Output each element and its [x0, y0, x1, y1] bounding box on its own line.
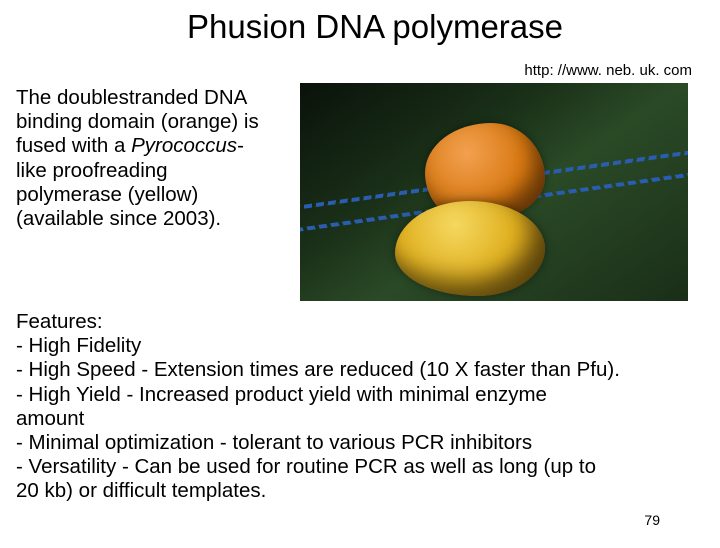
desc-line: polymerase (yellow) [16, 183, 198, 206]
features-heading: Features: [16, 310, 103, 333]
desc-line: - [237, 134, 244, 157]
feature-line: - High Fidelity [16, 334, 141, 357]
feature-line: 20 kb) or difficult templates. [16, 479, 266, 502]
desc-line: (available since 2003). [16, 207, 221, 230]
feature-line: - High Yield - Increased product yield w… [16, 383, 547, 406]
feature-line: - High Speed - Extension times are reduc… [16, 358, 620, 381]
desc-line: like proofreading [16, 159, 168, 182]
desc-line: binding domain (orange) is [16, 110, 259, 133]
feature-line: - Versatility - Can be used for routine … [16, 455, 596, 478]
yellow-polymerase-blob [395, 201, 545, 296]
page-number: 79 [644, 512, 660, 528]
feature-line: amount [16, 407, 84, 430]
slide-title: Phusion DNA polymerase [0, 8, 720, 46]
description-block: The doublestranded DNA binding domain (o… [16, 86, 294, 231]
feature-line: - Minimal optimization - tolerant to var… [16, 431, 532, 454]
desc-italic: Pyrococcus [131, 134, 237, 157]
desc-line: fused with a [16, 134, 131, 157]
features-block: Features: - High Fidelity - High Speed -… [16, 310, 704, 504]
source-url: http: //www. neb. uk. com [524, 62, 692, 79]
desc-line: The doublestranded DNA [16, 86, 247, 109]
polymerase-figure [300, 83, 688, 301]
